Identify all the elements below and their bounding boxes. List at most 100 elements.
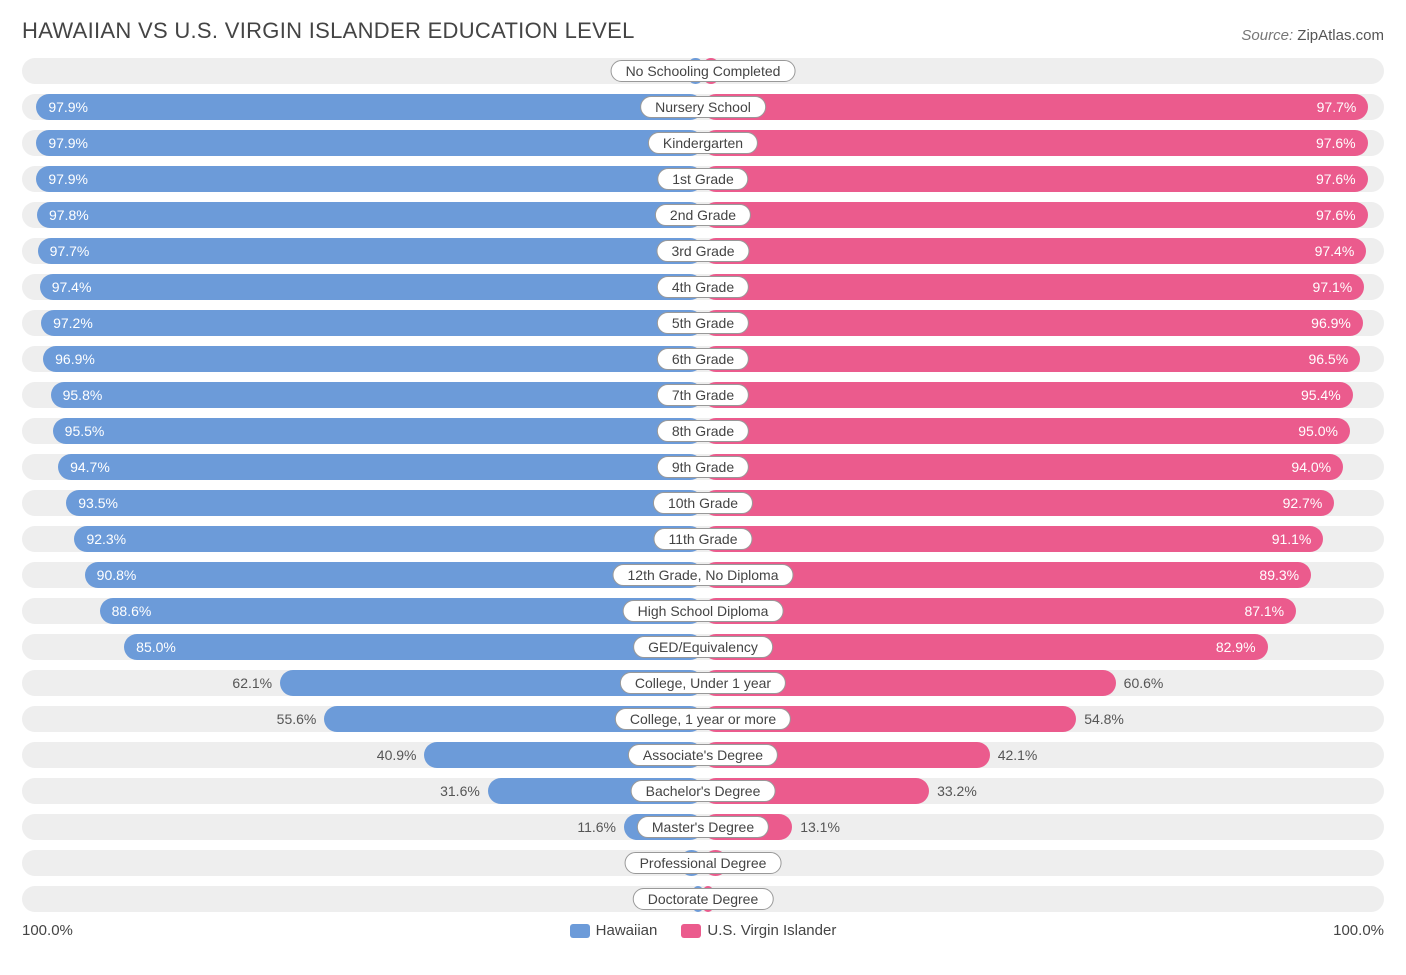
bar-left: 94.7% (58, 454, 703, 480)
category-label: 2nd Grade (655, 204, 751, 226)
bar-right-container: 1.5% (703, 886, 1384, 912)
bar-left: 88.6% (100, 598, 703, 624)
bar-right-container: 82.9% (703, 634, 1384, 660)
category-label: High School Diploma (623, 600, 784, 622)
bar-right: 82.9% (703, 634, 1268, 660)
bar-left: 95.8% (51, 382, 703, 408)
bar-left-value: 97.2% (53, 315, 93, 331)
category-label: 6th Grade (657, 348, 749, 370)
bar-left-container: 97.9% (22, 166, 703, 192)
table-row: 95.5%95.0%8th Grade (22, 418, 1384, 444)
bar-right: 97.7% (703, 94, 1368, 120)
bar-right: 96.5% (703, 346, 1360, 372)
category-label: 5th Grade (657, 312, 749, 334)
table-row: 11.6%13.1%Master's Degree (22, 814, 1384, 840)
table-row: 97.7%97.4%3rd Grade (22, 238, 1384, 264)
bar-left-value: 92.3% (86, 531, 126, 547)
legend-swatch-left (570, 924, 590, 938)
bar-right-container: 91.1% (703, 526, 1384, 552)
table-row: 1.5%1.5%Doctorate Degree (22, 886, 1384, 912)
bar-right-value: 87.1% (1244, 603, 1284, 619)
chart-header: HAWAIIAN VS U.S. VIRGIN ISLANDER EDUCATI… (22, 18, 1384, 44)
bar-right: 97.6% (703, 166, 1368, 192)
bar-right-value: 95.0% (1298, 423, 1338, 439)
category-label: GED/Equivalency (633, 636, 773, 658)
bar-left: 97.9% (36, 166, 703, 192)
bar-right-value: 96.5% (1308, 351, 1348, 367)
bar-left-container: 40.9% (22, 742, 703, 768)
bar-right-container: 97.6% (703, 166, 1384, 192)
chart-source: Source: ZipAtlas.com (1241, 27, 1384, 44)
bar-right-value: 91.1% (1272, 531, 1312, 547)
bar-right: 97.1% (703, 274, 1364, 300)
bar-right-container: 96.9% (703, 310, 1384, 336)
bar-right-container: 3.7% (703, 850, 1384, 876)
bar-left-container: 3.4% (22, 850, 703, 876)
bar-right-container: 87.1% (703, 598, 1384, 624)
table-row: 97.9% 97.6% Kindergarten (22, 130, 1384, 156)
category-label: No Schooling Completed (611, 60, 796, 82)
bar-right-value: 96.9% (1311, 315, 1351, 331)
bar-left: 97.7% (38, 238, 703, 264)
bar-left-container: 1.5% (22, 886, 703, 912)
bar-left-container: 97.4% (22, 274, 703, 300)
axis-right-label: 100.0% (1333, 922, 1384, 939)
bar-left: 85.0% (124, 634, 703, 660)
table-row: 95.8%95.4%7th Grade (22, 382, 1384, 408)
bar-right-value: 97.4% (1315, 243, 1355, 259)
table-row: 97.9%97.6%1st Grade (22, 166, 1384, 192)
bar-left-value: 97.9% (48, 171, 88, 187)
bar-left: 97.9% (36, 130, 703, 156)
bar-right-container: 97.1% (703, 274, 1384, 300)
bar-left: 97.8% (37, 202, 703, 228)
bar-left-value: 11.6% (577, 819, 616, 835)
table-row: 97.8%97.6%2nd Grade (22, 202, 1384, 228)
category-label: 9th Grade (657, 456, 749, 478)
bar-left: 96.9% (43, 346, 703, 372)
bar-left-value: 97.9% (48, 135, 88, 151)
table-row: 97.4%97.1%4th Grade (22, 274, 1384, 300)
bar-right: 92.7% (703, 490, 1334, 516)
bar-right-container: 95.0% (703, 418, 1384, 444)
bar-left-container: 31.6% (22, 778, 703, 804)
category-label: 4th Grade (657, 276, 749, 298)
bar-left-container: 97.9% (22, 130, 703, 156)
bar-right-value: 97.6% (1316, 135, 1356, 151)
axis-left-label: 100.0% (22, 922, 73, 939)
table-row: 93.5% 92.7%10th Grade (22, 490, 1384, 516)
bar-left: 97.9% (36, 94, 703, 120)
bar-left-value: 94.7% (70, 459, 110, 475)
category-label: Professional Degree (625, 852, 782, 874)
category-label: Associate's Degree (628, 744, 778, 766)
bar-right: 96.9% (703, 310, 1363, 336)
table-row: 85.0%82.9%GED/Equivalency (22, 634, 1384, 660)
bar-left: 93.5% (66, 490, 703, 516)
table-row: 92.3%91.1%11th Grade (22, 526, 1384, 552)
bar-left-value: 55.6% (277, 711, 317, 727)
bar-left: 92.3% (74, 526, 703, 552)
bar-left-container: 85.0% (22, 634, 703, 660)
bar-right: 97.4% (703, 238, 1366, 264)
category-label: Kindergarten (648, 132, 758, 154)
bar-right: 91.1% (703, 526, 1323, 552)
bar-right-value: 60.6% (1124, 675, 1164, 691)
source-label: Source: (1241, 27, 1293, 44)
bar-right: 95.4% (703, 382, 1353, 408)
bar-left-container: 2.2% (22, 58, 703, 84)
bar-left-container: 92.3% (22, 526, 703, 552)
table-row: 3.4%3.7%Professional Degree (22, 850, 1384, 876)
bar-left-value: 93.5% (78, 495, 118, 511)
category-label: 10th Grade (653, 492, 753, 514)
category-label: Nursery School (640, 96, 766, 118)
bar-left-container: 97.8% (22, 202, 703, 228)
table-row: 2.2%2.3%No Schooling Completed (22, 58, 1384, 84)
table-row: 90.8%89.3%12th Grade, No Diploma (22, 562, 1384, 588)
bar-right-container: 2.3% (703, 58, 1384, 84)
bar-right-container: 89.3% (703, 562, 1384, 588)
bar-right-container: 60.6% (703, 670, 1384, 696)
bar-right-value: 42.1% (998, 747, 1038, 763)
table-row: 97.2% 96.9% 5th Grade (22, 310, 1384, 336)
bar-right: 87.1% (703, 598, 1296, 624)
bar-left: 90.8% (85, 562, 703, 588)
bar-right-container: 95.4% (703, 382, 1384, 408)
